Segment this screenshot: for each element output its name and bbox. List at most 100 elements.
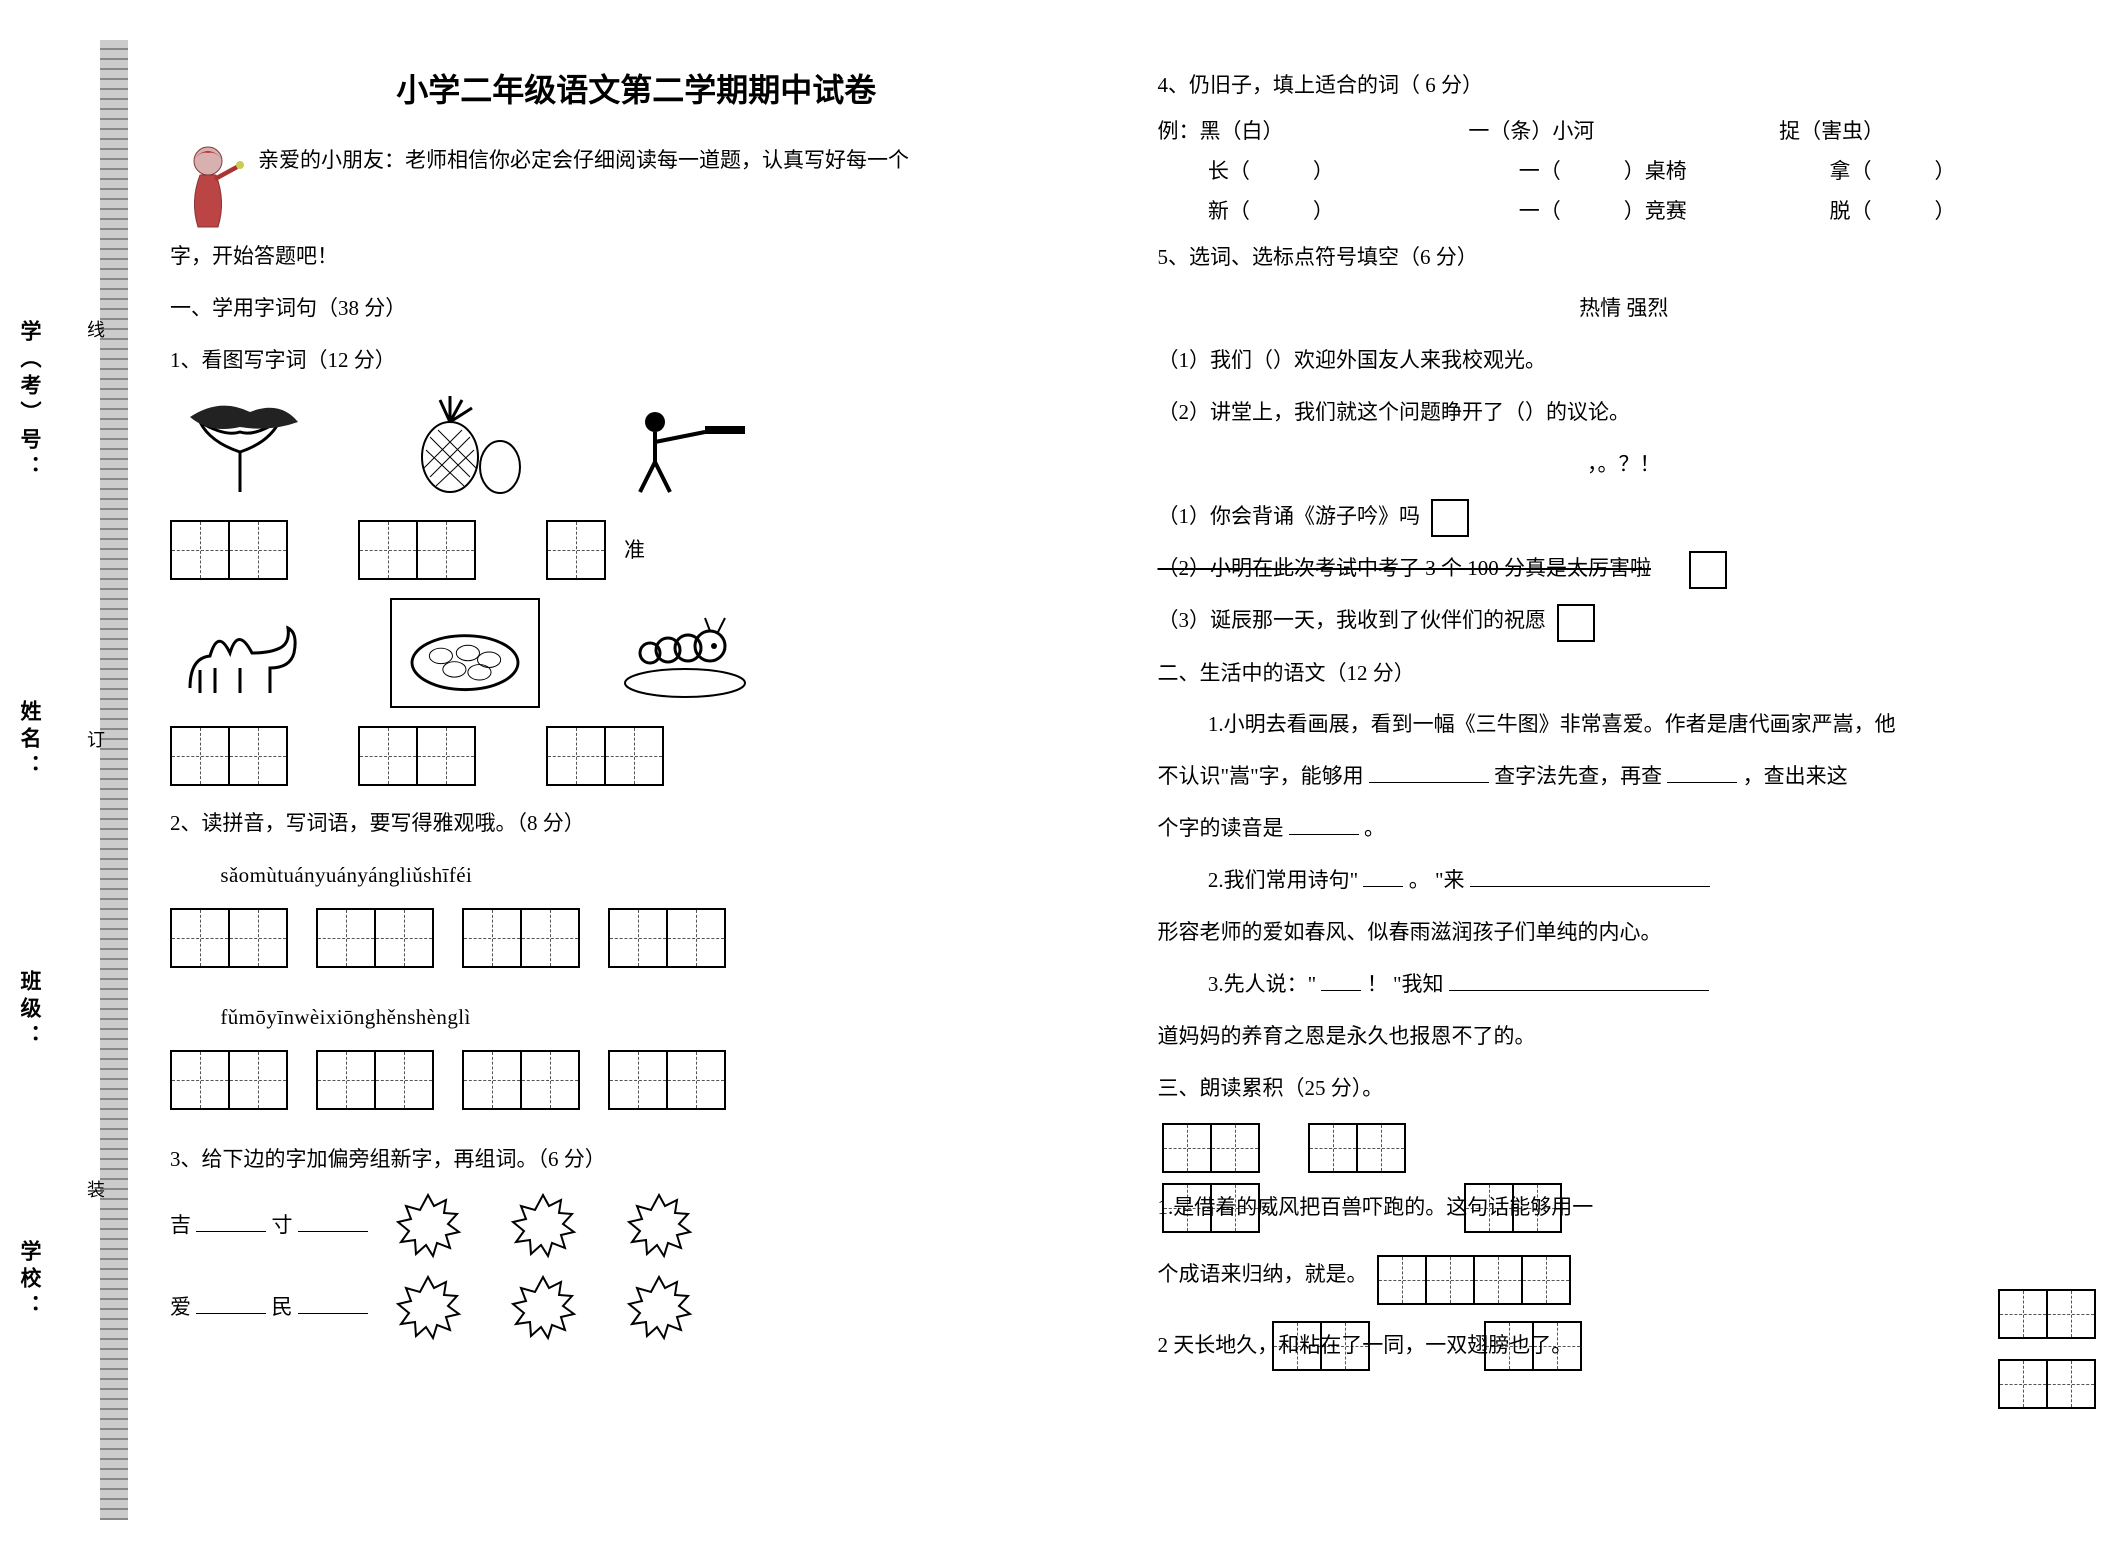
q5-wordbank: 热情 强烈 xyxy=(1158,289,2091,329)
q5-p2: （2）小明在此次考试中考了 3 个 100 分真是太厉害啦 xyxy=(1158,549,2091,589)
zone-xian: 线 xyxy=(82,320,108,338)
starburst-icon xyxy=(624,1274,694,1344)
t: ！ xyxy=(1367,972,1388,996)
q5-title: 5、选词、选标点符号填空（6 分） xyxy=(1158,238,2091,278)
t: ，查出来这 xyxy=(1743,764,1848,788)
t: "我知 xyxy=(1393,972,1444,996)
q5-p3: （3）诞辰那一天，我收到了伙伴们的祝愿 xyxy=(1158,601,2091,641)
q5-item2: （2）讲堂上，我们就这个问题睁开了（）的议论。 xyxy=(1158,393,2091,433)
q2-pinyin2: fǔmōyīnwèixiōnghěnshènglì xyxy=(170,998,1103,1038)
q1-title: 1、看图写字词（12 分） xyxy=(170,341,1103,381)
q1-row1-images xyxy=(170,392,1103,502)
section3-heading: 三、朗读累积（25 分）。 xyxy=(1158,1069,2091,1109)
page-columns: 小学二年级语文第二学期期中试卷 亲爱的小朋友：老师相信你必定会仔细阅读每一道题，… xyxy=(170,60,2090,1375)
binding-margin: 学校： 班级： 姓名： 学（考）号： 装 订 线 xyxy=(0,40,140,1520)
q5-p2-text: （2）小明在此次考试中考了 3 个 100 分真是太厉害啦 xyxy=(1158,556,1652,580)
sec2-p3c: 道妈妈的养育之恩是永久也报恩不了的。 xyxy=(1158,1017,2091,1057)
blank[interactable] xyxy=(1289,810,1359,835)
q3-row2: 爱 民 xyxy=(170,1274,1103,1344)
q1-row1-grids: 准 xyxy=(170,520,1103,580)
blank[interactable] xyxy=(1449,966,1709,991)
sec2-p2c: 形容老师的爱如春风、似春雨滋润孩子们单纯的内心。 xyxy=(1158,913,2091,953)
exam-title: 小学二年级语文第二学期期中试卷 xyxy=(170,60,1103,121)
sec2-p2a: 2.我们常用诗句" 。 "来 xyxy=(1158,861,2091,901)
intro-line1: 亲爱的小朋友：老师相信你必定会仔细阅读每一道题，认真写好每一个 xyxy=(258,148,909,172)
blank[interactable] xyxy=(1369,758,1489,783)
blank[interactable] xyxy=(1321,966,1361,991)
q1-img-hunter xyxy=(610,392,760,502)
q5-p3-text: （3）诞辰那一天，我收到了伙伴们的祝愿 xyxy=(1158,608,1547,632)
t: 2.我们常用诗句" xyxy=(1208,868,1358,892)
section1-heading: 一、学用字词句（38 分） xyxy=(170,289,1103,329)
floating-grids xyxy=(1994,1285,2100,1405)
t: 不认识"嵩"字，能够用 xyxy=(1158,764,1364,788)
t: 2 天长地久，和粘在了一同，一双翅膀也了。 xyxy=(1158,1326,1573,1366)
q2-pinyin1: sǎomùtuányuányángliǔshīféi xyxy=(170,856,1103,896)
blank[interactable] xyxy=(196,1289,266,1314)
q2-grids2 xyxy=(170,1050,1103,1110)
starburst-icon xyxy=(624,1192,694,1262)
q1-img-tree xyxy=(170,392,320,502)
q1-row2-grids xyxy=(170,726,1103,786)
t: 个字的读音是 xyxy=(1158,816,1284,840)
cell-grid xyxy=(358,726,476,786)
starburst-icon xyxy=(508,1274,578,1344)
sec2-p1c: 个字的读音是 。 xyxy=(1158,809,2091,849)
q2-title: 2、读拼音，写词语，要写得雅观哦。（8 分） xyxy=(170,804,1103,844)
q4-r1-c3[interactable]: 拿（ ） xyxy=(1779,152,2090,192)
q4-row: 长（ ） 一（ ）桌椅 拿（ ） xyxy=(1158,152,2091,192)
blank[interactable] xyxy=(298,1289,368,1314)
q4-r2-c1[interactable]: 新（ ） xyxy=(1158,192,1469,232)
column-right: 4、仍旧子，填上适合的词（ 6 分） 例：黑（白） 一（条）小河 捉（害虫） 长… xyxy=(1158,60,2091,1375)
answer-box[interactable] xyxy=(1557,604,1595,642)
blank[interactable] xyxy=(1470,862,1710,887)
q4-example: 例：黑（白） 一（条）小河 捉（害虫） xyxy=(1158,112,2091,152)
answer-box[interactable] xyxy=(1689,551,1727,589)
binding-spine xyxy=(100,40,128,1520)
q4-ex-c2: 一（条）小河 xyxy=(1468,112,1779,152)
cell-grid xyxy=(170,520,288,580)
sec3-p2: 2 天长地久，和粘在了一同，一双翅膀也了。 xyxy=(1158,1317,2091,1375)
q1-img-caterpillar xyxy=(610,598,760,708)
section2-heading: 二、生活中的语文（12 分） xyxy=(1158,654,2091,694)
sec3-p1b: 个成语来归纳，就是。 xyxy=(1158,1251,2091,1301)
answer-box[interactable] xyxy=(1431,499,1469,537)
blank[interactable] xyxy=(196,1207,266,1232)
q4-r1-c1[interactable]: 长（ ） xyxy=(1158,152,1469,192)
q1-row2-images xyxy=(170,598,1103,708)
sec2-p3a: 3.先人说：" ！ "我知 xyxy=(1158,965,2091,1005)
q4-ex-c1: 例：黑（白） xyxy=(1158,112,1469,152)
q3-title: 3、给下边的字加偏旁组新字，再组词。（6 分） xyxy=(170,1140,1103,1180)
cell-grid xyxy=(546,726,664,786)
q5-item1: （1）我们（）欢迎外国友人来我校观光。 xyxy=(1158,341,2091,381)
q1-note: 准 xyxy=(624,531,645,571)
q5-p1: （1）你会背诵《游子吟》吗 xyxy=(1158,497,2091,537)
q3-r1-b: 寸 xyxy=(272,1213,293,1237)
q4-r2-c3[interactable]: 脱（ ） xyxy=(1779,192,2090,232)
q4-r2-c2[interactable]: 一（ ）竞赛 xyxy=(1468,192,1779,232)
q4-r1-c2[interactable]: 一（ ）桌椅 xyxy=(1468,152,1779,192)
blank[interactable] xyxy=(1363,862,1403,887)
starburst-icon xyxy=(393,1192,463,1262)
sec2-p1a: 1.小明去看画展，看到一幅《三牛图》非常喜爱。作者是唐代画家严嵩，他 xyxy=(1158,705,2091,745)
q4-title: 4、仍旧子，填上适合的词（ 6 分） xyxy=(1158,66,2091,106)
t: 个成语来归纳，就是。 xyxy=(1158,1261,1368,1285)
q1-img-camel xyxy=(170,598,320,708)
label-name: 姓名： xyxy=(15,700,45,781)
column-left: 小学二年级语文第二学期期中试卷 亲爱的小朋友：老师相信你必定会仔细阅读每一道题，… xyxy=(170,60,1103,1375)
label-examno: 学（考）号： xyxy=(15,320,45,482)
cell-grid[interactable] xyxy=(1377,1255,1571,1305)
sec3-p1-overlay: 1.是借着的威风把百兽吓跑的。这句话能够用一 xyxy=(1158,1188,1594,1228)
label-class: 班级： xyxy=(15,970,45,1051)
zone-zhuang: 装 xyxy=(82,1180,108,1198)
q5-p1-text: （1）你会背诵《游子吟》吗 xyxy=(1158,504,1421,528)
label-school: 学校： xyxy=(15,1240,45,1321)
blank[interactable] xyxy=(298,1207,368,1232)
q4-row: 新（ ） 一（ ）竞赛 脱（ ） xyxy=(1158,192,2091,232)
q3-r1-a: 吉 xyxy=(170,1213,191,1237)
sec2-p1b: 不认识"嵩"字，能够用 查字法先查，再查 ，查出来这 xyxy=(1158,757,2091,797)
blank[interactable] xyxy=(1667,758,1737,783)
t: 3.先人说：" xyxy=(1208,972,1316,996)
q1-img-dumplings xyxy=(390,598,540,708)
mascot-icon xyxy=(170,141,250,231)
